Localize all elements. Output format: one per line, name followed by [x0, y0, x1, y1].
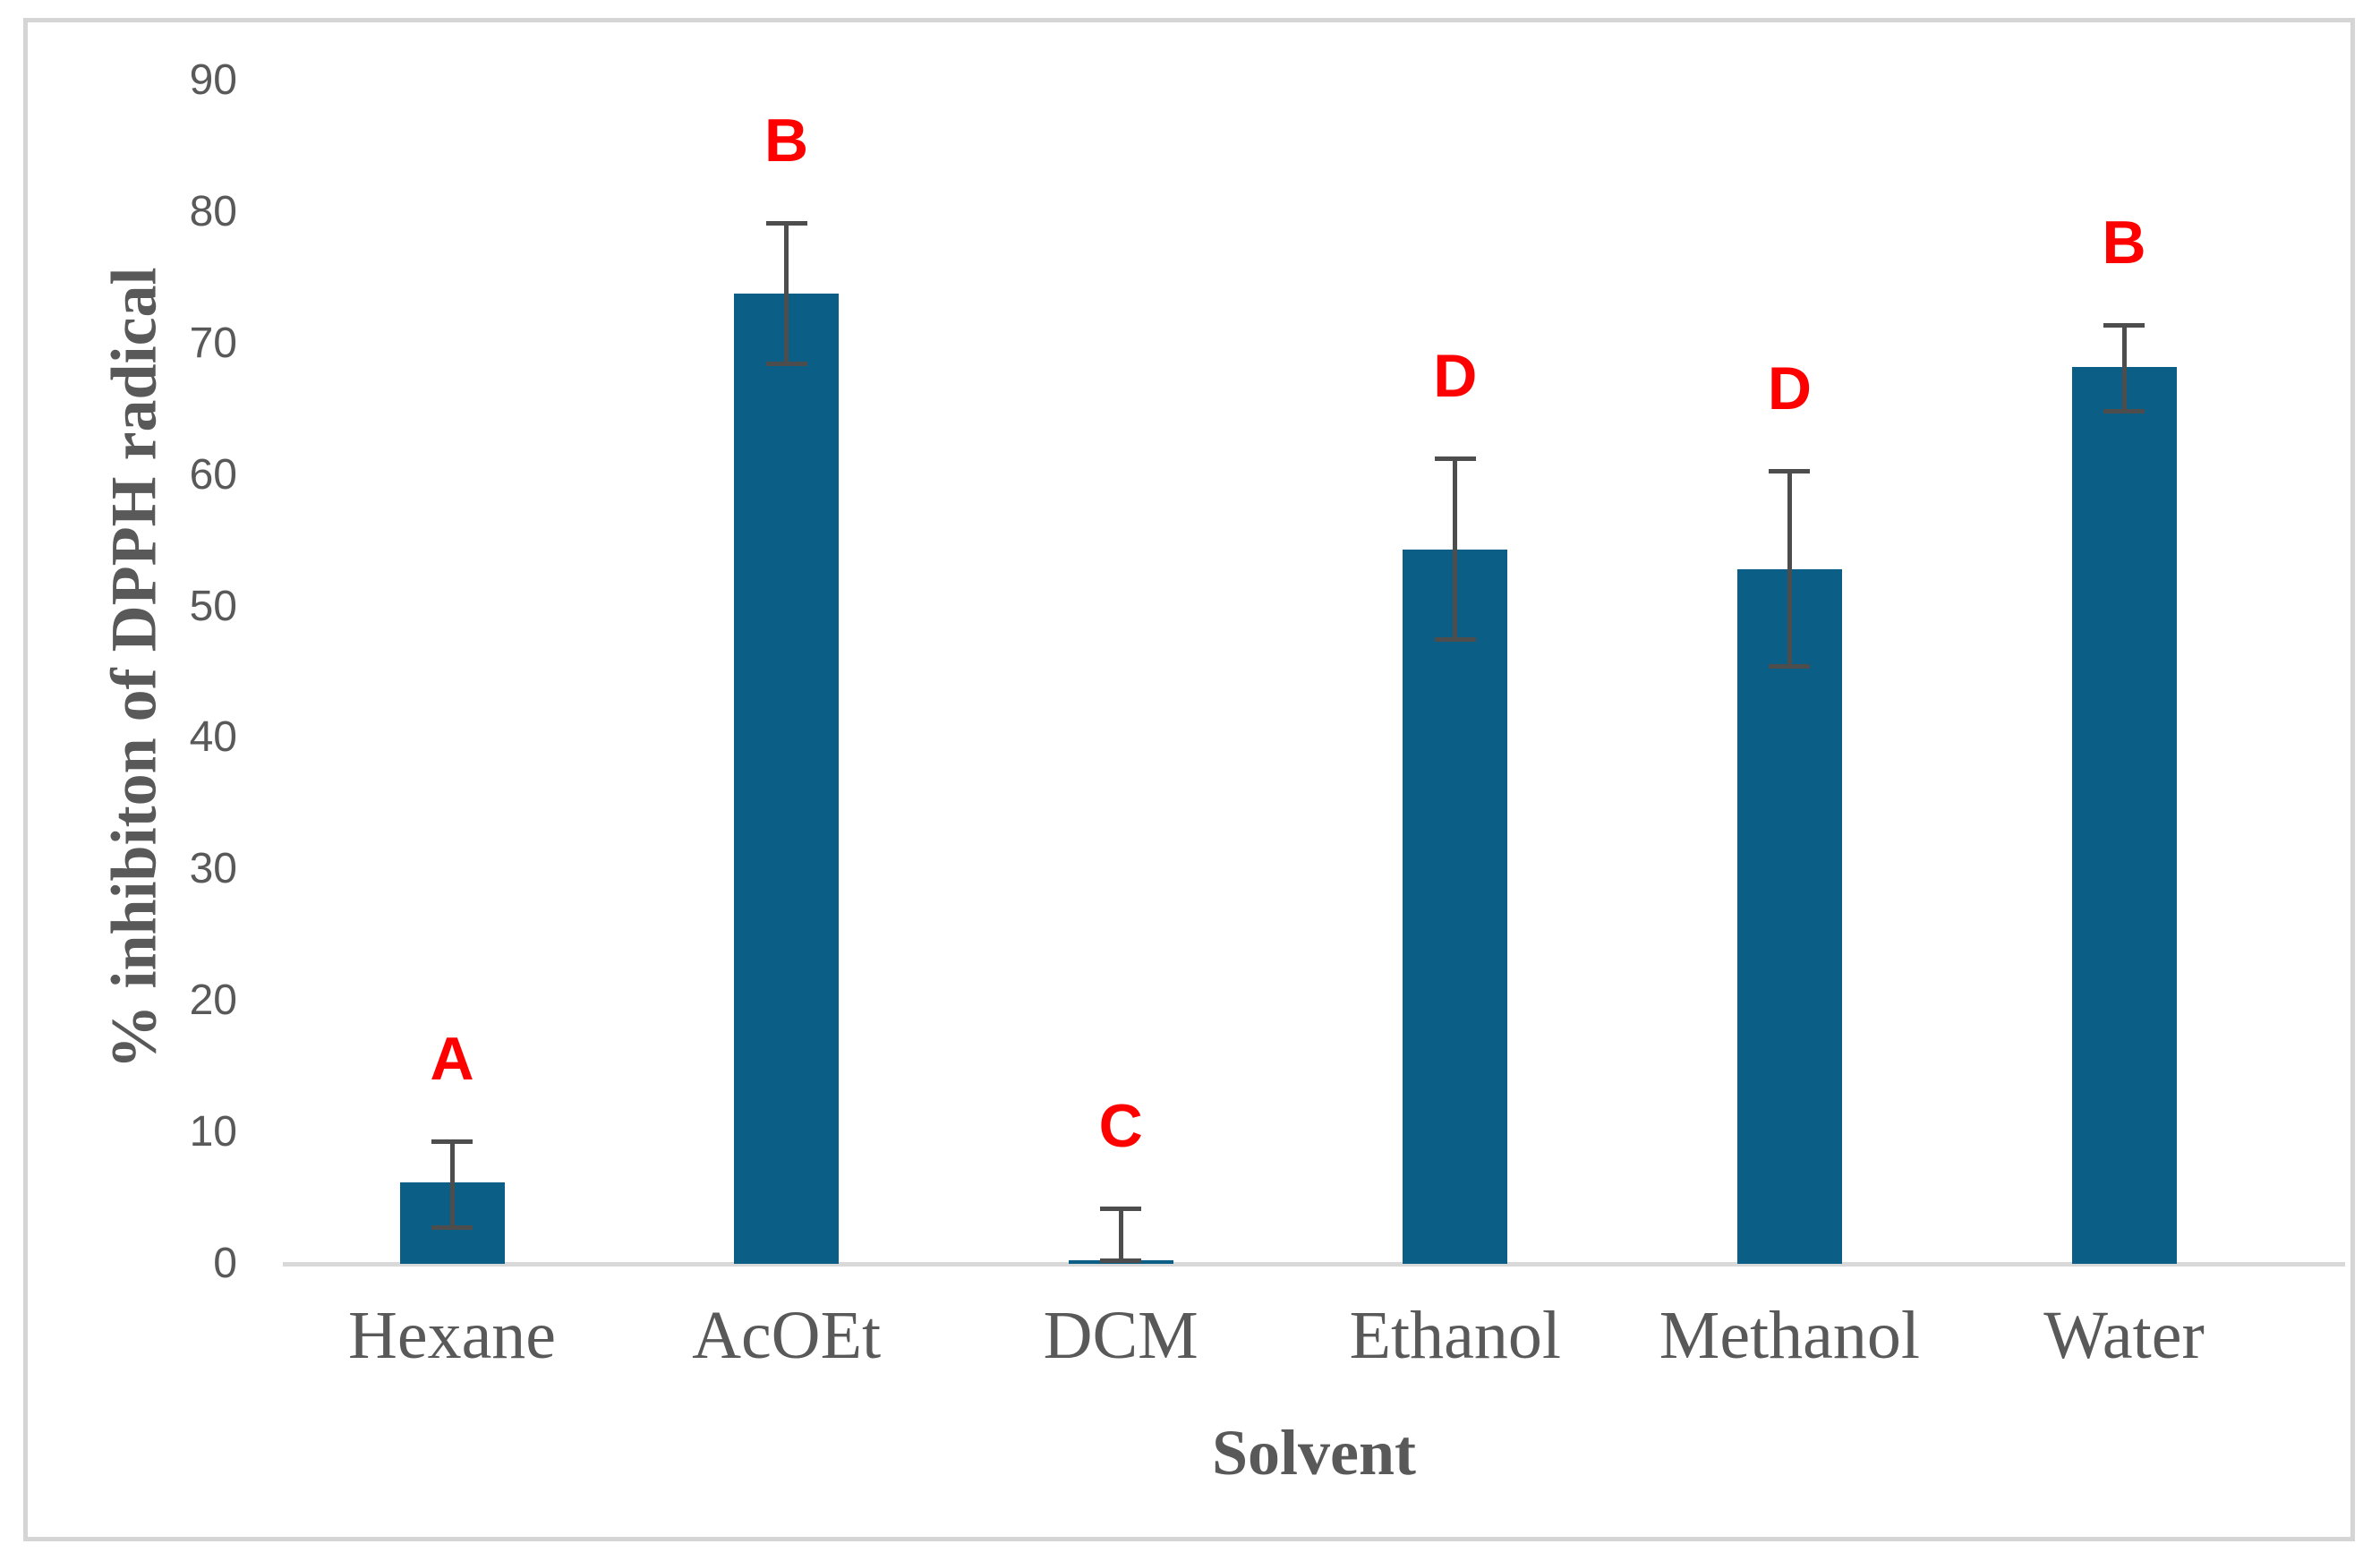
y-tick-label-80: 80: [189, 187, 237, 235]
y-tick-label-40: 40: [189, 713, 237, 762]
x-axis-line: [283, 1262, 2345, 1267]
significance-letter-hexane: A: [430, 1025, 474, 1094]
bar-water: [2071, 367, 2177, 1264]
x-category-label-acoet: AcOEt: [692, 1298, 882, 1373]
error-cap-top-acoet: [765, 220, 807, 226]
significance-letter-water: B: [2102, 209, 2146, 277]
y-tick-label-20: 20: [189, 977, 237, 1025]
error-cap-bottom-hexane: [431, 1224, 473, 1230]
x-category-label-water: Water: [2043, 1298, 2205, 1373]
bar-acoet: [734, 293, 840, 1264]
chart-frame-border: [23, 18, 2355, 1541]
significance-letter-methanol: D: [1767, 354, 1812, 423]
x-category-label-dcm: DCM: [1043, 1298, 1199, 1373]
error-cap-top-ethanol: [1434, 456, 1476, 461]
x-category-label-methanol: Methanol: [1659, 1298, 1921, 1373]
error-cap-bottom-ethanol: [1434, 637, 1476, 643]
error-cap-top-dcm: [1100, 1207, 1142, 1212]
y-tick-label-60: 60: [189, 450, 237, 499]
x-category-label-ethanol: Ethanol: [1349, 1298, 1561, 1373]
y-tick-label-90: 90: [189, 55, 237, 104]
error-cap-bottom-methanol: [1769, 663, 1811, 669]
x-category-label-hexane: Hexane: [347, 1298, 557, 1373]
significance-letter-acoet: B: [764, 106, 809, 175]
error-bar-hexane: [449, 1141, 455, 1227]
bar-methanol: [1736, 569, 1842, 1264]
significance-letter-ethanol: D: [1433, 341, 1478, 410]
error-cap-top-methanol: [1769, 469, 1811, 474]
error-bar-acoet: [784, 222, 789, 363]
y-tick-label-30: 30: [189, 845, 237, 893]
y-tick-label-10: 10: [189, 1108, 237, 1156]
error-bar-ethanol: [1453, 457, 1458, 640]
error-cap-top-hexane: [431, 1139, 473, 1145]
error-bar-methanol: [1787, 471, 1792, 666]
y-tick-label-0: 0: [213, 1240, 237, 1287]
significance-letter-dcm: C: [1098, 1092, 1143, 1161]
error-cap-top-water: [2103, 323, 2145, 328]
bar-ethanol: [1403, 550, 1508, 1264]
error-bar-dcm: [1118, 1208, 1123, 1260]
error-cap-bottom-water: [2103, 408, 2145, 414]
error-bar-water: [2121, 325, 2127, 411]
x-axis-title: Solvent: [1211, 1417, 1417, 1488]
error-cap-bottom-dcm: [1100, 1258, 1142, 1263]
y-tick-label-70: 70: [189, 319, 237, 367]
y-tick-label-50: 50: [189, 582, 237, 630]
error-cap-bottom-acoet: [765, 361, 807, 366]
